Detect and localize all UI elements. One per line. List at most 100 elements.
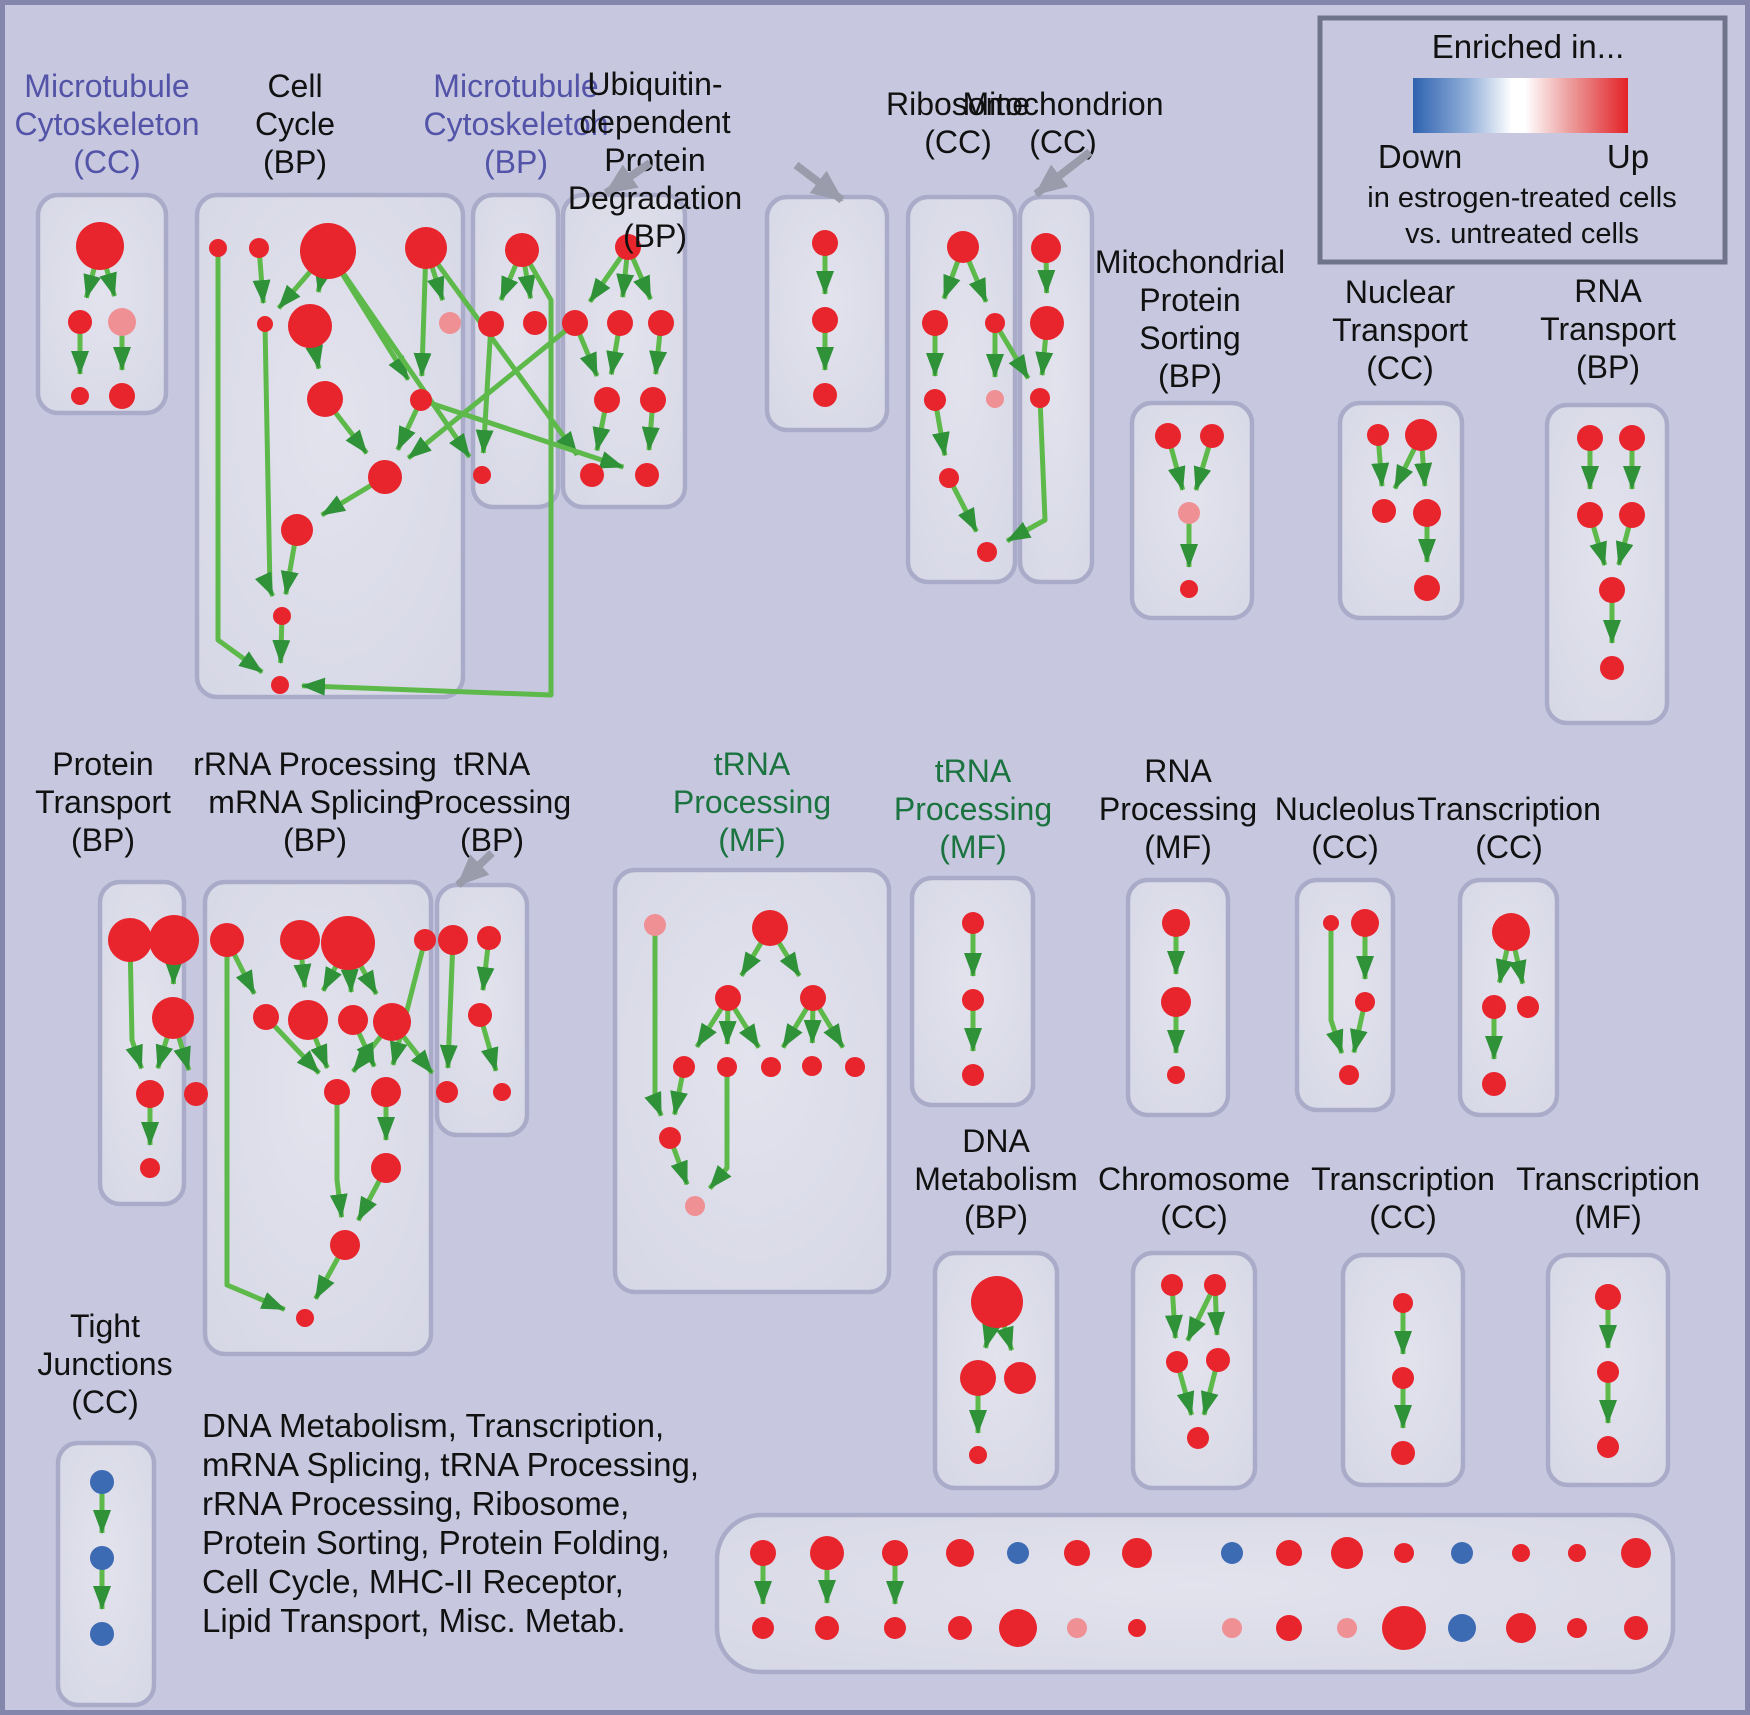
go-term-node — [815, 1616, 839, 1640]
edge-arrow — [1326, 923, 1345, 1055]
go-term-node — [1030, 306, 1064, 340]
go-term-node — [800, 985, 826, 1011]
go-term-node — [288, 1000, 328, 1040]
go-term-node — [1351, 909, 1379, 937]
cluster-title-nucleolus: Nucleolus (CC) — [1275, 791, 1416, 865]
cluster-title-tj: Tight Junctions (CC) — [37, 1308, 172, 1420]
edge-arrow — [254, 323, 276, 598]
edge-arrow — [389, 939, 428, 1066]
go-term-node — [810, 1536, 844, 1570]
cluster-title-rrna: rRNA Processing mRNA Splicing (BP) — [193, 746, 437, 858]
go-term-node — [752, 1617, 774, 1639]
go-term-node — [673, 1056, 695, 1078]
cluster-box-ribosome — [905, 194, 1018, 585]
go-term-node — [580, 463, 604, 487]
misc-terms-text: DNA Metabolism, Transcription, mRNA Splic… — [202, 1407, 699, 1639]
go-term-node — [76, 222, 124, 270]
cluster-title-nt: Nuclear Transport (CC) — [1332, 274, 1468, 386]
go-term-node — [1597, 1436, 1619, 1458]
go-term-node — [1031, 233, 1061, 263]
cluster-box-mt-cc — [35, 192, 169, 416]
cluster-box-pt — [97, 879, 187, 1207]
edge-arrow — [707, 1067, 732, 1191]
cluster-title-trna-mf-1: tRNA Processing (MF) — [673, 746, 831, 858]
go-term-node — [977, 542, 997, 562]
go-term-node — [1222, 1618, 1242, 1638]
legend-down-label: Down — [1378, 138, 1462, 175]
go-term-node — [1413, 499, 1441, 527]
go-term-node — [1394, 1543, 1414, 1563]
go-term-node — [1577, 425, 1603, 451]
go-term-node — [405, 227, 447, 269]
go-term-node — [478, 311, 504, 337]
go-term-node — [1166, 1351, 1188, 1373]
go-term-node — [152, 997, 194, 1039]
go-term-node — [209, 239, 227, 257]
go-term-node — [1599, 577, 1625, 603]
go-term-node — [1122, 1538, 1152, 1568]
legend-box — [1317, 15, 1728, 265]
cluster-title-ub1: Ubiquitin-dependent Protein Degradation (BP… — [568, 66, 742, 254]
go-term-node — [288, 304, 332, 348]
go-term-node — [1161, 1274, 1183, 1296]
go-term-node — [1337, 1618, 1357, 1638]
go-term-node — [338, 1005, 368, 1035]
go-term-node — [136, 1080, 164, 1108]
go-term-node — [439, 312, 461, 334]
edge-arrow — [406, 321, 577, 461]
go-term-node — [1619, 502, 1645, 528]
go-term-node — [1482, 995, 1506, 1019]
go-term-node — [257, 316, 273, 332]
go-term-node — [90, 1622, 114, 1646]
edge-arrow — [301, 248, 554, 698]
go-term-node — [281, 514, 313, 546]
go-term-node — [1162, 909, 1190, 937]
go-term-node — [321, 916, 375, 970]
go-term-node — [438, 925, 468, 955]
cluster-title-rproc: RNA Processing (MF) — [1099, 753, 1257, 865]
go-term-node — [962, 1064, 984, 1086]
go-term-node — [962, 912, 984, 934]
go-term-node — [149, 915, 199, 965]
go-term-node — [307, 381, 343, 417]
cluster-title-tcc3: Transcription (CC) — [1311, 1161, 1495, 1235]
go-term-node — [1393, 1293, 1413, 1313]
go-term-node — [986, 390, 1004, 408]
go-term-node — [685, 1196, 705, 1216]
go-term-node — [615, 234, 641, 260]
go-term-node — [1064, 1540, 1090, 1566]
label-pointer-arrow — [455, 850, 495, 888]
layer-text: Microtubule Cytoskeleton (CC) Cell Cycle (BP)… — [15, 15, 1728, 1639]
go-term-node — [1600, 656, 1624, 680]
go-term-node — [1517, 996, 1539, 1018]
go-term-node — [882, 1540, 908, 1566]
cluster-box-nucleolus — [1294, 877, 1396, 1113]
go-term-node — [1372, 499, 1396, 523]
go-term-node — [1178, 502, 1200, 524]
go-term-node — [273, 607, 291, 625]
go-term-node — [607, 310, 633, 336]
go-term-node — [1621, 1538, 1651, 1568]
go-term-node — [253, 1004, 279, 1030]
edge-arrow — [946, 476, 979, 533]
go-term-node — [1167, 1066, 1185, 1084]
go-term-node — [648, 310, 674, 336]
edge-arrow — [992, 321, 1031, 380]
edge-arrow — [644, 925, 664, 1117]
go-term-node — [659, 1127, 681, 1149]
edge-arrow — [1005, 397, 1048, 544]
go-term-node — [1331, 1537, 1363, 1569]
go-term-node — [324, 1079, 350, 1105]
go-term-node — [1567, 1618, 1587, 1638]
go-term-node — [493, 1083, 511, 1101]
go-term-node — [922, 310, 948, 336]
go-term-node — [1568, 1544, 1586, 1562]
go-term-node — [1451, 1542, 1473, 1564]
go-term-node — [1187, 1427, 1209, 1449]
edge-arrow — [329, 1092, 348, 1219]
go-term-node — [924, 389, 946, 411]
cluster-box-chrom — [1130, 1250, 1258, 1491]
go-term-node — [562, 310, 588, 336]
legend-up-label: Up — [1607, 138, 1649, 175]
